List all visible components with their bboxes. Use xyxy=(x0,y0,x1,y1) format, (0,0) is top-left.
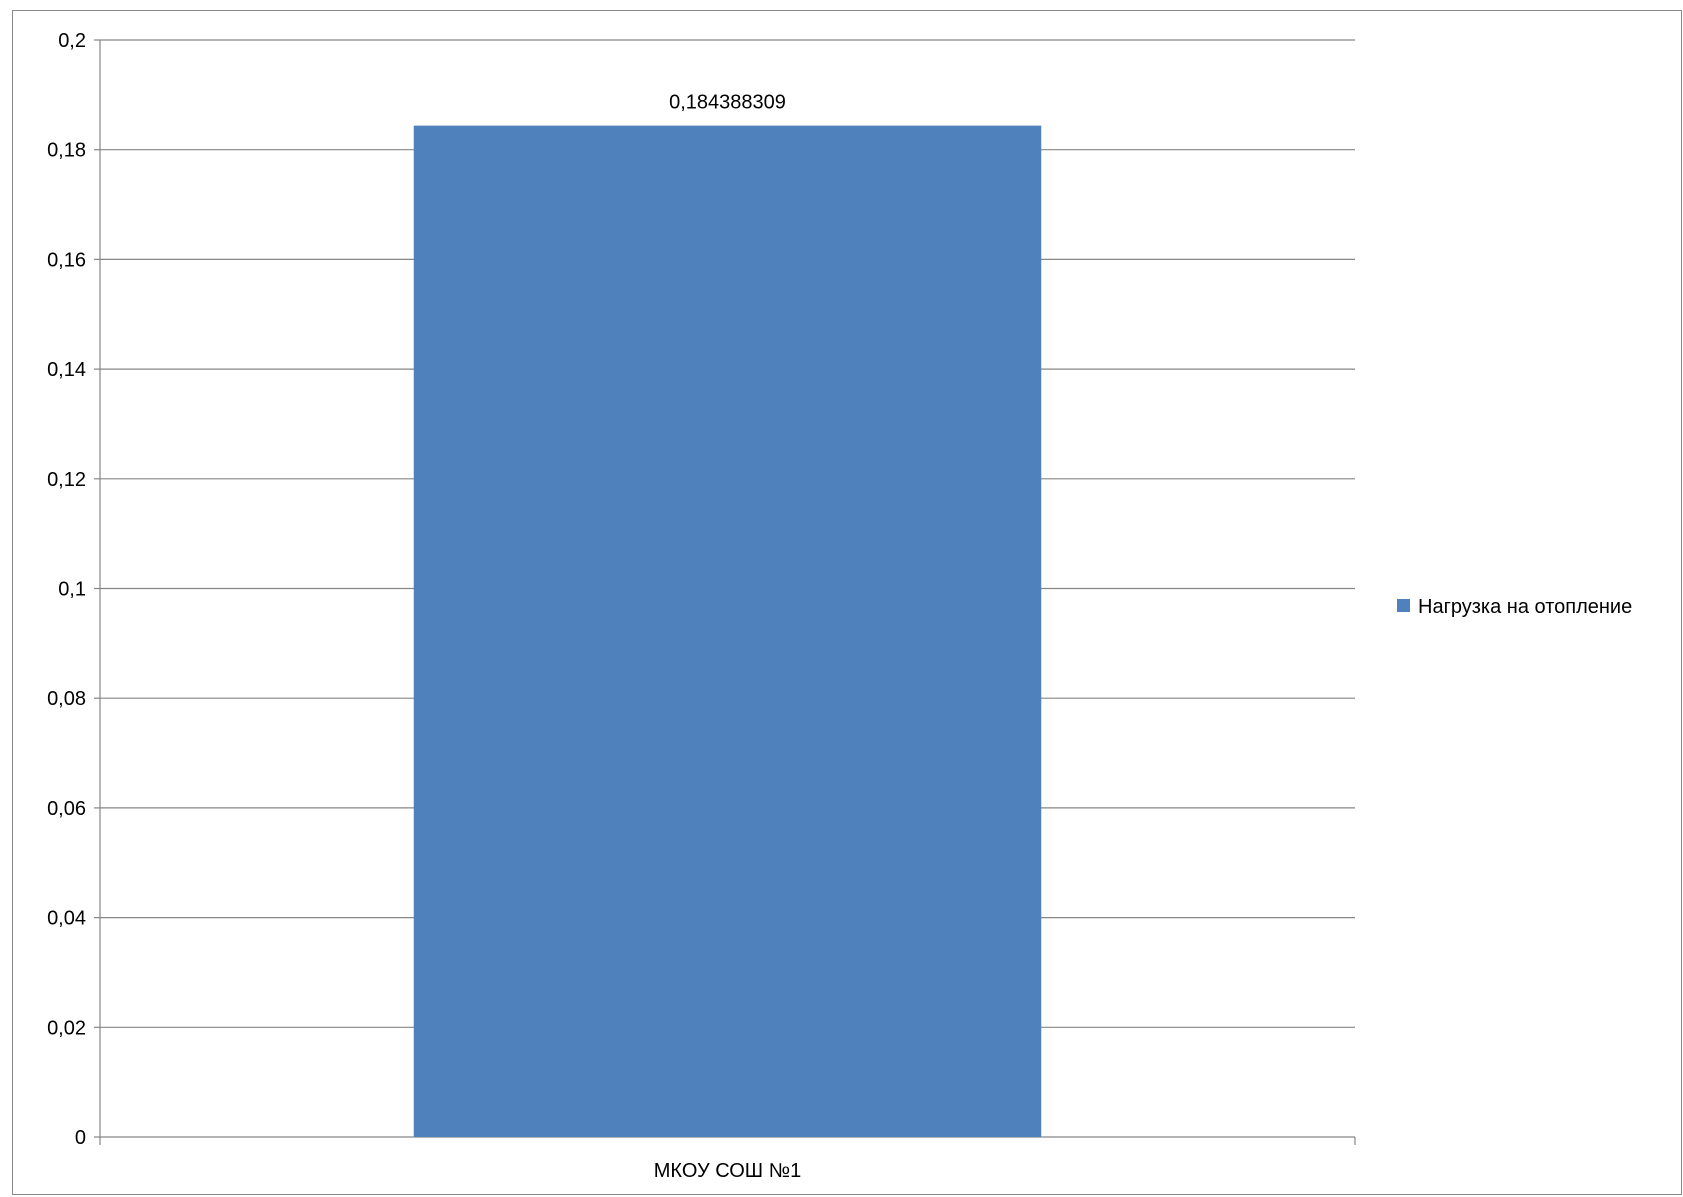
legend-swatch xyxy=(1397,599,1410,612)
y-tick-label: 0,06 xyxy=(47,798,86,820)
x-tick-label: МКОУ СОШ №1 xyxy=(654,1160,802,1182)
y-tick-label: 0 xyxy=(75,1127,86,1149)
y-tick-label: 0,1 xyxy=(58,579,86,601)
labels: 0 0,02 0,04 0,06 0,08 0,1 0,12 0,14 0,16 0,18 0,2 0… xyxy=(47,30,801,1182)
bar xyxy=(413,125,1042,1137)
bars xyxy=(413,125,1042,1137)
y-tick-label: 0,2 xyxy=(58,30,86,52)
y-tick-label: 0,08 xyxy=(47,688,86,710)
legend: Нагрузка на отопление xyxy=(1397,596,1632,618)
y-tick-label: 0,14 xyxy=(47,359,86,381)
data-label: 0,184388309 xyxy=(669,92,786,114)
y-tick-label: 0,04 xyxy=(47,908,86,930)
y-tick-label: 0,18 xyxy=(47,140,86,162)
y-tick-label: 0,16 xyxy=(47,249,86,271)
legend-label: Нагрузка на отопление xyxy=(1418,596,1632,618)
y-tick-label: 0,02 xyxy=(47,1017,86,1039)
y-tick-label: 0,12 xyxy=(47,469,86,491)
